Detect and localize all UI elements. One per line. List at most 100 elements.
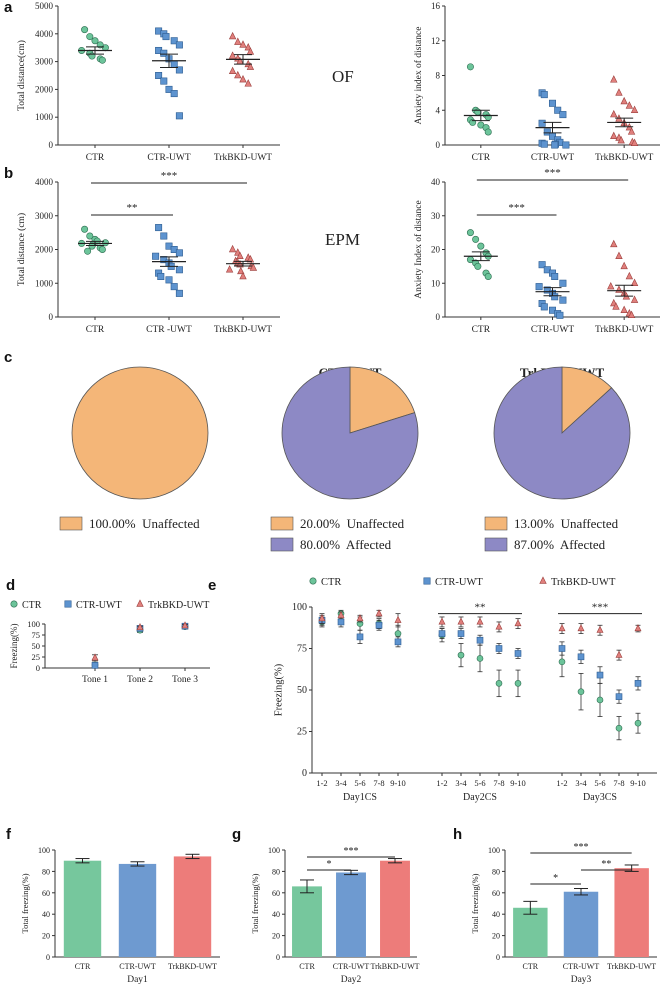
- legend-label: CTR-UWT: [76, 600, 122, 611]
- data-point: [540, 303, 548, 311]
- data-point: [495, 680, 503, 687]
- data-point: [160, 232, 168, 240]
- y-tick-label: 50: [32, 641, 41, 651]
- legend-marker: [64, 600, 72, 608]
- x-tick-label: CTR: [86, 325, 105, 335]
- x-tick-label: TrkBKD-UWT: [168, 962, 217, 971]
- y-tick-label: 60: [42, 889, 50, 898]
- x-tick-label: CTR-UWT: [147, 153, 190, 163]
- data-point: [474, 262, 482, 270]
- data-point: [577, 653, 585, 661]
- data-point: [246, 62, 255, 70]
- y-tick-label: 25: [297, 727, 307, 738]
- y-tick-label: 80: [272, 867, 280, 876]
- legend-swatch-unaffected: [270, 516, 294, 531]
- group-label: Day2CS: [463, 792, 497, 803]
- data-point: [86, 232, 94, 240]
- x-tick-label: Tone 3: [172, 675, 198, 685]
- data-point: [610, 75, 618, 83]
- data-point: [558, 645, 566, 652]
- data-point: [627, 127, 636, 135]
- data-point: [237, 266, 245, 275]
- panel-letter-a: a: [4, 0, 13, 16]
- data-point: [175, 41, 183, 49]
- x-tick-label: 5-6: [594, 778, 605, 788]
- data-point: [625, 101, 634, 109]
- significance-label: **: [127, 202, 138, 214]
- data-point: [630, 105, 639, 113]
- y-tick-label: 20: [272, 932, 280, 941]
- y-tick-label: 0: [49, 140, 54, 150]
- data-point: [627, 310, 636, 319]
- legend-label-unaffected: 13.00% Unaffected: [514, 516, 619, 531]
- data-point: [514, 650, 522, 657]
- legend-swatch-affected: [270, 537, 294, 552]
- data-point: [607, 281, 615, 290]
- legend-label-unaffected: 20.00% Unaffected: [300, 516, 405, 531]
- x-tick-label: TrkBKD-UWT: [595, 325, 653, 335]
- data-point: [438, 617, 446, 625]
- data-point: [543, 128, 551, 136]
- x-tick-label: 9-10: [510, 778, 526, 788]
- x-tick-label: Tone 2: [127, 675, 153, 685]
- data-point: [91, 653, 99, 661]
- data-point: [394, 615, 402, 623]
- significance-label: *: [553, 873, 558, 884]
- significance-label: ***: [544, 167, 561, 179]
- bar: [513, 907, 548, 957]
- data-point: [620, 96, 628, 105]
- data-point: [394, 630, 402, 637]
- data-point: [559, 111, 567, 119]
- x-tick-label: Tone 1: [82, 675, 108, 685]
- legend-d: CTR CTR-UWT TrkBKD-UWT: [10, 599, 209, 611]
- y-tick-label: 3000: [35, 57, 54, 67]
- bar: [292, 886, 322, 957]
- data-point: [634, 624, 642, 632]
- data-point: [495, 622, 503, 630]
- data-point: [625, 271, 634, 280]
- y-tick-label: 1000: [35, 278, 54, 288]
- data-point: [170, 90, 178, 98]
- x-tick-label: 3-4: [335, 778, 347, 788]
- y-axis-label: Total distance (cm): [16, 213, 27, 286]
- x-tick-label: CTR: [75, 962, 91, 971]
- x-tick-label: CTR -UWT: [146, 325, 192, 335]
- data-point: [615, 693, 623, 700]
- data-point: [98, 56, 106, 64]
- chart-f_bar: 0 20 40 60 80 100 Total freezing(%) CTR CTR-UWT T…: [20, 846, 220, 985]
- x-axis-label: Day3: [571, 975, 592, 985]
- data-point: [160, 49, 168, 57]
- epm-label: EPM: [325, 230, 360, 249]
- pie-slice-unaffected: [71, 366, 209, 500]
- data-point: [246, 254, 255, 263]
- data-point: [234, 37, 242, 45]
- x-tick-label: 9-10: [390, 778, 406, 788]
- x-tick-label: TrkBKD-UWT: [607, 962, 656, 971]
- y-tick-label: 0: [36, 663, 40, 673]
- data-point: [318, 614, 326, 622]
- y-axis-label: Total freezing(%): [470, 873, 480, 933]
- y-tick-label: 12: [431, 36, 440, 46]
- x-axis-label: Day1: [127, 975, 148, 985]
- data-point: [562, 141, 570, 149]
- chart-a_right: 0 4 8 12 16 Anxiety index of distance CTR CTR-U…: [413, 1, 660, 163]
- data-point: [337, 618, 345, 626]
- x-tick-label: CTR: [299, 962, 315, 971]
- x-tick-label: 7-8: [613, 778, 624, 788]
- data-point: [551, 141, 559, 149]
- x-tick-label: TrkBKD-UWT: [370, 962, 419, 971]
- data-point: [91, 37, 99, 45]
- data-point: [617, 135, 625, 144]
- x-tick-label: TrkBKD-UWT: [214, 153, 272, 163]
- y-tick-label: 2000: [35, 84, 54, 94]
- x-tick-label: TrkBKD-UWT: [595, 153, 653, 163]
- y-tick-label: 100: [38, 846, 50, 855]
- legend-label: CTR-UWT: [435, 577, 483, 588]
- data-point: [610, 131, 618, 140]
- y-axis-label: Total distance(cm): [16, 40, 27, 111]
- significance-label: ***: [574, 842, 589, 853]
- significance-label: ***: [592, 602, 609, 614]
